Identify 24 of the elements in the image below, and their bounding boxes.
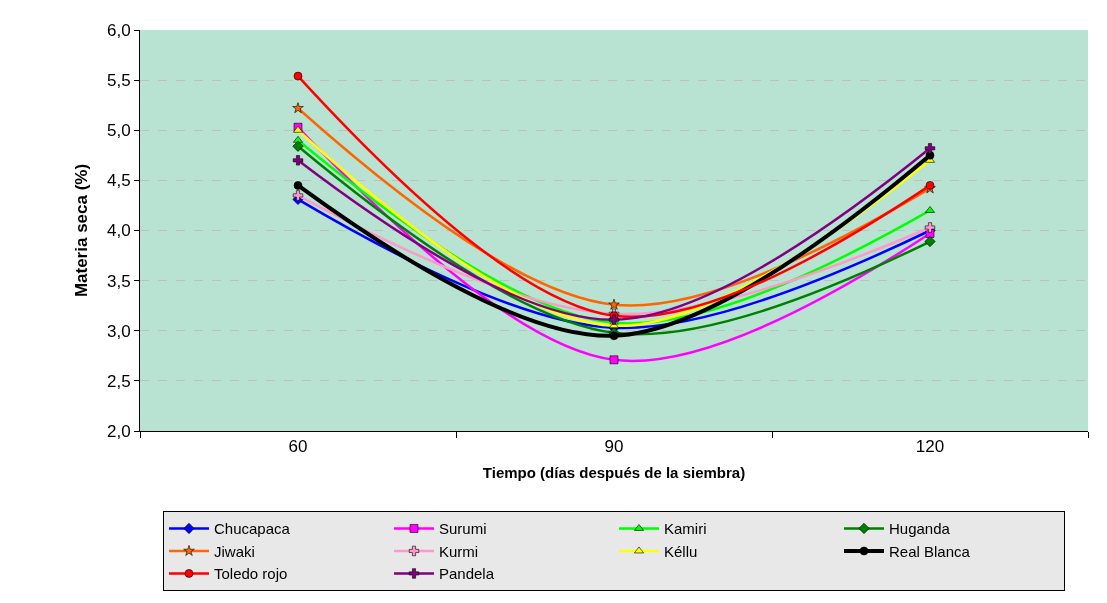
legend-label: Pandela: [439, 565, 495, 583]
y-axis-title: Materia seca (%): [71, 163, 91, 298]
y-tick-label: 6,0: [106, 20, 131, 40]
y-tick-label: 2,0: [106, 421, 131, 441]
y-tick-label: 4,5: [106, 171, 131, 191]
y-tick-label: 4,0: [106, 221, 131, 241]
x-tick-label: 90: [604, 437, 624, 457]
legend-label: Toledo rojo: [214, 565, 288, 583]
legend-label: Kurmi: [439, 542, 479, 560]
legend-label: Huganda: [889, 520, 951, 538]
x-tick-label: 120: [915, 437, 945, 457]
y-tick-label: 3,5: [106, 271, 131, 291]
legend-label: Kamiri: [664, 520, 707, 538]
x-tick-label: 60: [288, 437, 308, 457]
y-tick-label: 2,5: [106, 371, 131, 391]
legend-label: Chucapaca: [214, 520, 291, 538]
legend-label: Kéllu: [664, 542, 698, 560]
legend-label: Jiwaki: [214, 542, 255, 560]
y-tick-label: 5,5: [106, 71, 131, 91]
legend-label: Surumi: [439, 520, 487, 538]
y-tick-label: 3,0: [106, 321, 131, 341]
legend-label: Real Blanca: [889, 542, 971, 560]
y-tick-label: 5,0: [106, 121, 131, 141]
x-axis-title: Tiempo (días después de la siembra): [482, 464, 746, 482]
